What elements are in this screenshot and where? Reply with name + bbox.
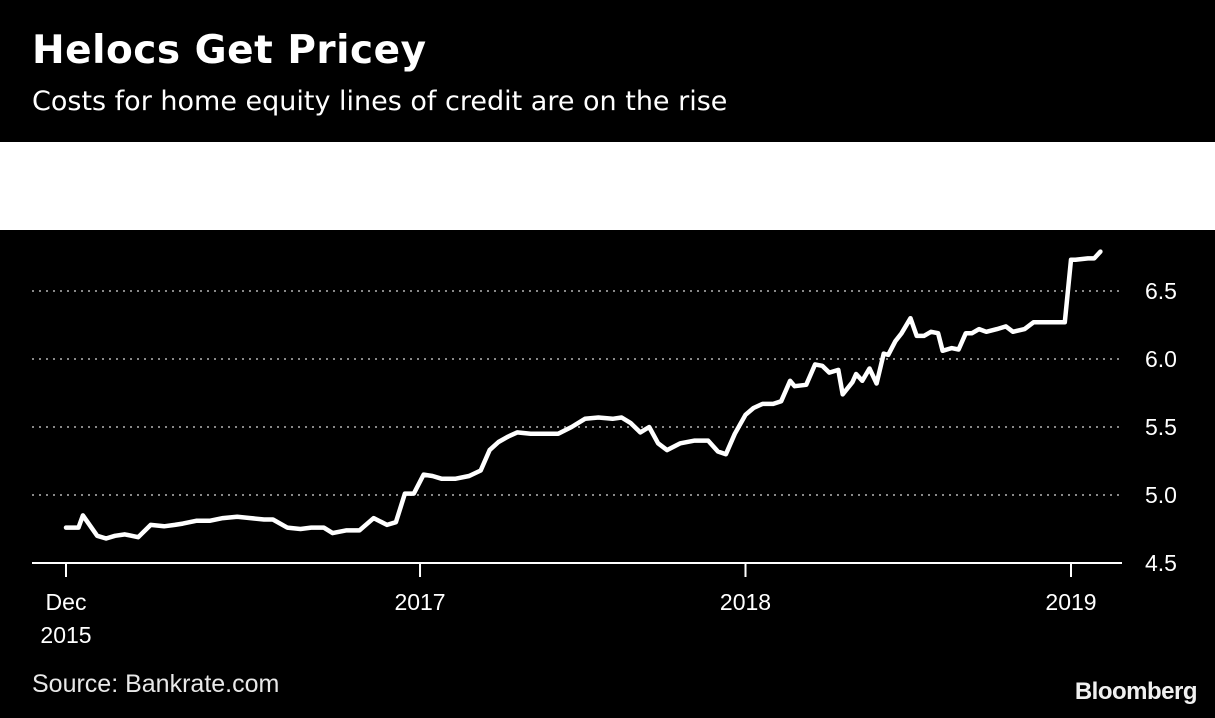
source-note: Source: Bankrate.com <box>32 670 280 698</box>
x-axis-labels: Dec 2015 2017 2018 2019 <box>40 589 1096 648</box>
y-tick-label: 5.5 <box>1145 414 1177 440</box>
x-tick-label: Dec <box>46 589 87 615</box>
y-tick-label: 6.5 <box>1145 278 1177 304</box>
gridlines <box>32 290 1122 496</box>
x-axis <box>32 562 1122 577</box>
line-chart: 4.5 5.0 5.5 6.0 6.5 Dec 2015 2017 2018 2019 <box>32 249 1177 648</box>
y-tick-label: 4.5 <box>1145 550 1177 576</box>
x-tick-label: 2018 <box>720 589 771 615</box>
chart-title: Helocs Get Pricey <box>32 28 427 73</box>
y-tick-label: 6.0 <box>1145 346 1177 372</box>
x-tick-label: 2015 <box>40 622 91 648</box>
series-layer <box>63 249 1103 541</box>
chart-subtitle: Costs for home equity lines of credit ar… <box>32 86 728 117</box>
series-line <box>63 249 1103 541</box>
x-tick-label: 2019 <box>1045 589 1096 615</box>
bloomberg-logo: Bloomberg <box>1074 678 1198 705</box>
x-tick-label: 2017 <box>394 589 445 615</box>
y-axis-labels: 4.5 5.0 5.5 6.0 6.5 <box>1145 278 1177 576</box>
y-tick-label: 5.0 <box>1145 482 1177 508</box>
header-band <box>0 142 1215 230</box>
